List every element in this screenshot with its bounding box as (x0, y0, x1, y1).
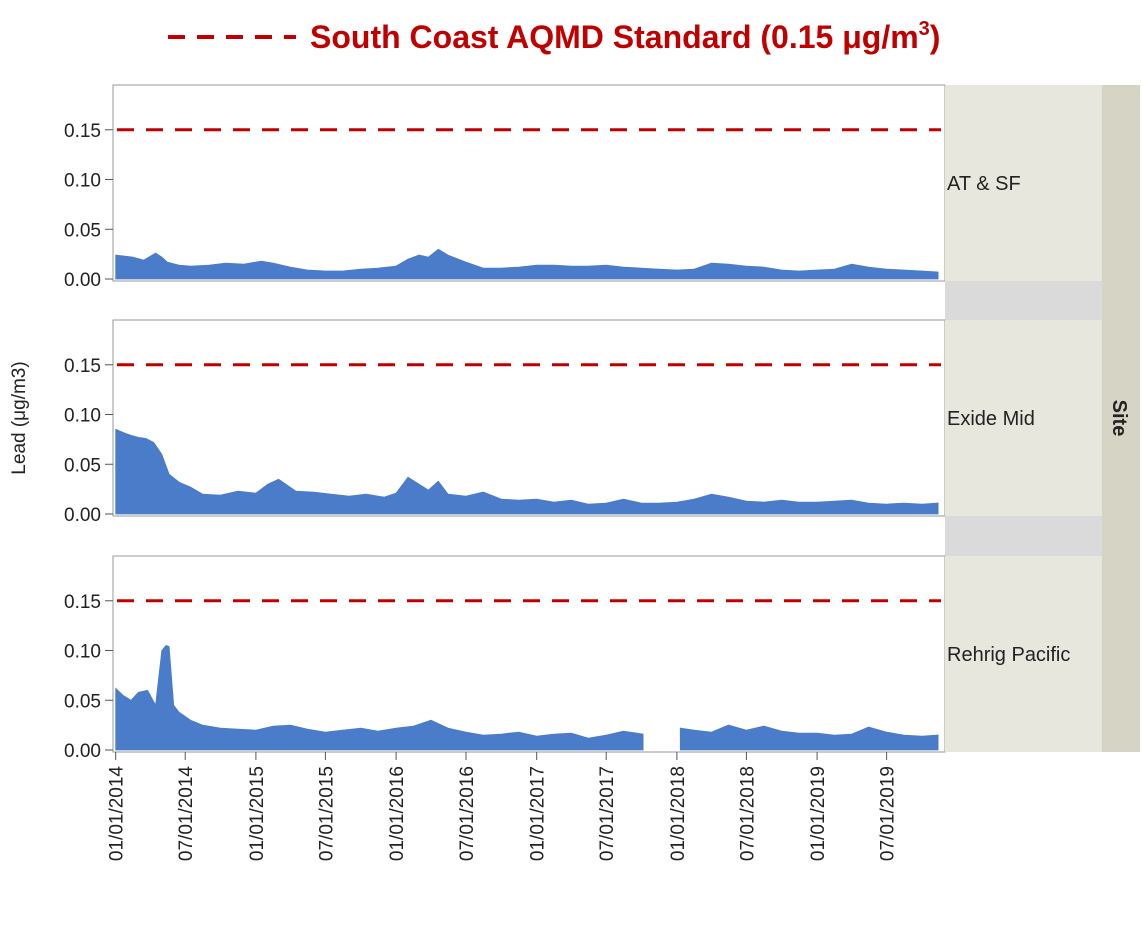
x-tick-label: 01/01/2016 (387, 766, 408, 861)
x-tick-label: 07/01/2019 (878, 766, 899, 861)
site-label: Exide Mid (947, 408, 1035, 430)
site-label-strip (945, 556, 1102, 752)
y-tick-label: 0.00 (64, 270, 101, 291)
y-tick-label: 0.05 (64, 220, 101, 241)
y-tick-label: 0.15 (64, 356, 101, 377)
site-label: Rehrig Pacific (947, 644, 1070, 666)
series-area (115, 248, 939, 280)
y-tick-label: 0.00 (64, 505, 101, 526)
series-area (115, 428, 939, 515)
panel-gap (945, 281, 1102, 320)
y-tick-label: 0.10 (64, 406, 101, 427)
legend: South Coast AQMD Standard (0.15 μg/m3) (168, 18, 940, 55)
y-tick-label: 0.05 (64, 455, 101, 476)
x-tick-label: 07/01/2014 (176, 766, 197, 862)
site-label: AT & SF (947, 173, 1021, 195)
plot-frame (112, 84, 946, 282)
x-tick-label: 07/01/2015 (316, 766, 337, 861)
x-tick-label: 07/01/2016 (457, 766, 478, 861)
series-area (679, 724, 939, 751)
plot-frame (112, 319, 946, 517)
x-tick-label: 01/01/2017 (528, 766, 549, 861)
y-tick-label: 0.10 (64, 171, 101, 192)
series-area (115, 645, 644, 751)
panels: AT & SF 0.00 0.05 0.10 0.15 Exide Mid 0.00 0.05… (64, 84, 1102, 762)
x-tick-label: 01/01/2015 (247, 766, 268, 861)
y-tick-label: 0.00 (64, 741, 101, 762)
legend-label-end: ) (930, 19, 941, 55)
legend-label: South Coast AQMD Standard (0.15 μg/m3) (310, 18, 940, 55)
y-tick-label: 0.05 (64, 691, 101, 712)
x-tick-label: 01/01/2019 (808, 766, 829, 861)
y-tick-label: 0.10 (64, 642, 101, 663)
plot-frame (112, 555, 946, 753)
legend-label-sup: 3 (919, 18, 930, 40)
site-strip-title: Site (1108, 400, 1130, 437)
panel-2: Rehrig Pacific 0.00 0.05 0.10 0.15 (64, 555, 1102, 762)
x-tick-label: 01/01/2014 (107, 766, 128, 862)
site-strip (1102, 85, 1140, 752)
x-tick-label: 01/01/2018 (668, 766, 689, 861)
legend-label-main: South Coast AQMD Standard (0.15 μg/m (310, 19, 919, 55)
y-tick-label: 0.15 (64, 592, 101, 613)
x-tick-label: 07/01/2018 (737, 766, 758, 861)
y-tick-label: 0.15 (64, 121, 101, 142)
panel-1: Exide Mid 0.00 0.05 0.10 0.15 (64, 319, 1102, 556)
x-tick-label: 07/01/2017 (597, 766, 618, 861)
panel-0: AT & SF 0.00 0.05 0.10 0.15 (64, 84, 1102, 320)
site-label-strip (945, 320, 1102, 516)
site-label-strip (945, 85, 1102, 281)
y-axis-title: Lead (μg/m3) (9, 361, 30, 474)
x-axis: 01/01/2014 07/01/2014 01/01/2015 07/01/2015… (107, 752, 899, 861)
panel-gap (945, 516, 1102, 556)
